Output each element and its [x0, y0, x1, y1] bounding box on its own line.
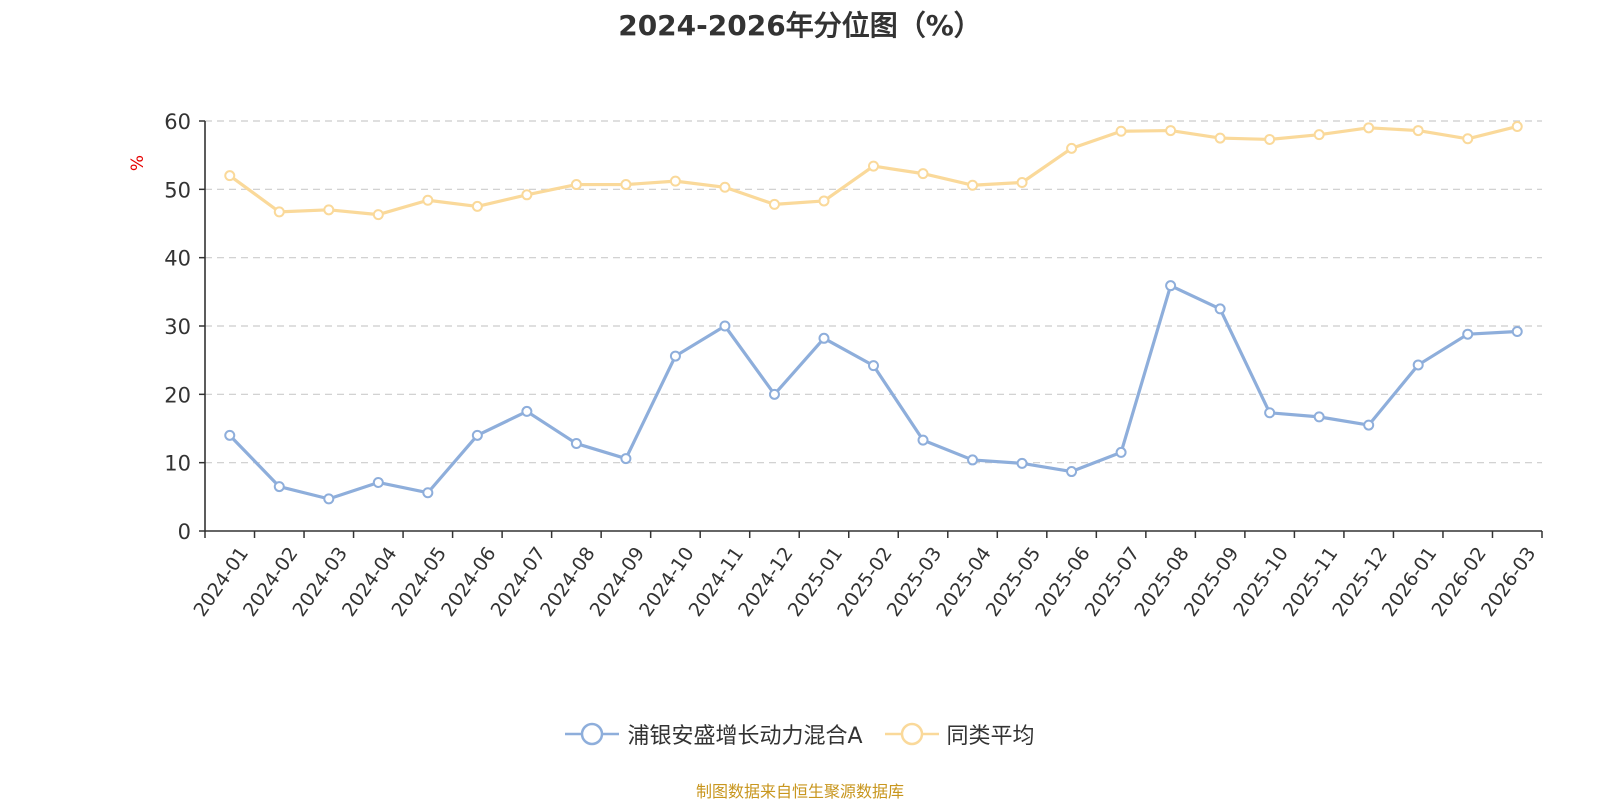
axes: 01020304050602024-012024-022024-032024-0… [164, 110, 1543, 621]
data-point[interactable] [1462, 133, 1474, 145]
legend-item-category-average[interactable]: 同类平均 [884, 718, 1035, 750]
data-point[interactable] [719, 320, 731, 332]
data-point[interactable] [1363, 419, 1375, 431]
legend-label-fund: 浦银安盛增长动力混合A [627, 724, 863, 749]
data-point[interactable] [224, 170, 236, 182]
data-point[interactable] [570, 438, 582, 450]
data-point[interactable] [967, 179, 979, 191]
gridlines [205, 120, 1542, 464]
data-point[interactable] [570, 179, 582, 191]
data-point[interactable] [1363, 122, 1375, 134]
data-point[interactable] [1115, 125, 1127, 137]
data-point[interactable] [868, 360, 879, 372]
data-point[interactable] [1313, 129, 1325, 141]
data-point[interactable] [1115, 446, 1127, 458]
data-point[interactable] [620, 179, 632, 191]
y-tick-label: 60 [164, 110, 191, 134]
legend-line-circle-icon [565, 722, 620, 746]
data-point[interactable] [422, 487, 434, 499]
legend-item-fund[interactable]: 浦银安盛增长动力混合A [565, 718, 863, 750]
y-tick-label: 30 [164, 315, 191, 339]
data-point[interactable] [1264, 407, 1276, 419]
data-point[interactable] [917, 168, 929, 180]
data-point[interactable] [620, 453, 632, 465]
data-point[interactable] [768, 388, 780, 400]
data-point[interactable] [1511, 325, 1523, 337]
data-point[interactable] [521, 189, 533, 201]
data-point[interactable] [372, 476, 384, 488]
data-point[interactable] [719, 181, 731, 193]
series-lines [224, 120, 1523, 505]
data-point[interactable] [1214, 132, 1226, 144]
legend: 浦银安盛增长动力混合A 同类平均 [0, 718, 1600, 750]
data-point[interactable] [323, 493, 335, 505]
data-point[interactable] [224, 429, 236, 441]
legend-label-category-average: 同类平均 [946, 724, 1035, 749]
series-line-0 [228, 284, 1518, 501]
y-tick-label: 20 [164, 383, 191, 407]
data-point[interactable] [372, 209, 384, 221]
y-tick-label: 40 [164, 247, 191, 271]
data-point[interactable] [818, 195, 830, 207]
data-point[interactable] [521, 405, 533, 417]
data-point[interactable] [323, 204, 335, 216]
data-source-note: 制图数据来自恒生聚源数据库 [695, 782, 904, 801]
data-point[interactable] [818, 332, 830, 344]
data-point[interactable] [1412, 359, 1424, 371]
data-point[interactable] [1066, 466, 1078, 478]
data-point[interactable] [1214, 303, 1226, 315]
data-point[interactable] [669, 350, 681, 362]
data-point[interactable] [669, 175, 681, 187]
data-point[interactable] [1165, 280, 1177, 292]
y-axis-label: % [128, 155, 148, 171]
data-point[interactable] [422, 194, 434, 206]
data-point[interactable] [1016, 457, 1028, 469]
data-point[interactable] [1511, 120, 1523, 132]
data-point[interactable] [1066, 142, 1078, 154]
y-tick-label: 50 [164, 178, 191, 202]
legend-line-circle-icon [884, 722, 939, 746]
data-point[interactable] [967, 454, 979, 466]
data-point[interactable] [273, 206, 285, 218]
data-point[interactable] [1264, 133, 1276, 145]
data-point[interactable] [868, 160, 879, 172]
chart-title: 2024-2026年分位图（%） [618, 9, 982, 42]
data-point[interactable] [917, 434, 929, 446]
y-tick-label: 10 [164, 452, 191, 476]
data-point[interactable] [1412, 125, 1424, 137]
data-point[interactable] [273, 481, 285, 493]
data-point[interactable] [768, 198, 780, 210]
data-point[interactable] [1313, 411, 1325, 423]
data-point[interactable] [471, 429, 483, 441]
data-point[interactable] [471, 200, 483, 212]
data-point[interactable] [1016, 177, 1028, 188]
data-point[interactable] [1462, 328, 1474, 340]
y-tick-label: 0 [178, 520, 191, 544]
data-point[interactable] [1165, 125, 1177, 137]
